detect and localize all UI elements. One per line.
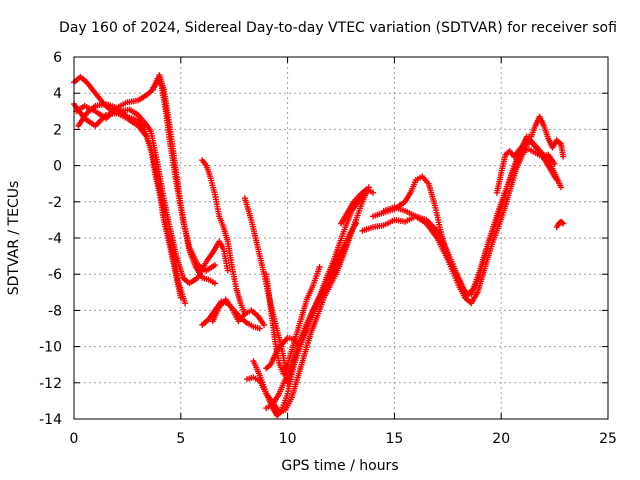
series-track-6 xyxy=(199,157,248,317)
x-tick-label: 0 xyxy=(70,431,79,447)
data-markers xyxy=(75,101,184,301)
series-track-14 xyxy=(263,216,359,412)
axes: 0 5 10 15 20 25 -14 -12 -10 -8 -6 -4 -2 0 2 4 6 xyxy=(39,50,617,447)
y-tick-label: 2 xyxy=(53,122,62,138)
data-markers xyxy=(199,157,248,317)
y-tick-label: -12 xyxy=(39,376,62,392)
data-markers xyxy=(150,72,218,287)
y-tick-label: 6 xyxy=(53,50,62,66)
y-axis-label: SDTVAR / TECUs xyxy=(6,181,22,296)
y-tick-label: 0 xyxy=(53,159,62,175)
x-tick-label: 25 xyxy=(599,431,617,447)
series-track-4 xyxy=(75,101,184,301)
y-tick-label: -10 xyxy=(39,340,62,356)
series-track-5 xyxy=(150,72,218,287)
series-track-19 xyxy=(493,113,567,196)
series-track-18 xyxy=(380,135,564,307)
series-track-15 xyxy=(338,186,376,227)
x-tick-label: 5 xyxy=(176,431,185,447)
y-tick-label: -2 xyxy=(48,195,62,211)
data-markers xyxy=(380,135,564,307)
series-track-8 xyxy=(209,296,268,328)
y-tick-label: -6 xyxy=(48,267,62,283)
data-markers xyxy=(553,218,567,231)
x-tick-label: 15 xyxy=(385,431,403,447)
y-tick-label: -4 xyxy=(48,231,62,247)
x-tick-label: 10 xyxy=(279,431,297,447)
data-markers xyxy=(338,186,376,227)
x-axis-label: GPS time / hours xyxy=(281,458,398,474)
series-track-20 xyxy=(553,218,567,231)
data-markers xyxy=(493,113,567,196)
data-markers xyxy=(209,296,268,328)
data-markers xyxy=(263,216,359,412)
x-tick-label: 20 xyxy=(492,431,510,447)
y-tick-label: 4 xyxy=(53,86,62,102)
y-tick-label: -8 xyxy=(48,303,62,319)
y-tick-label: -14 xyxy=(39,412,62,428)
chart-title: Day 160 of 2024, Sidereal Day-to-day VTE… xyxy=(59,20,617,36)
data-layer xyxy=(71,72,567,419)
